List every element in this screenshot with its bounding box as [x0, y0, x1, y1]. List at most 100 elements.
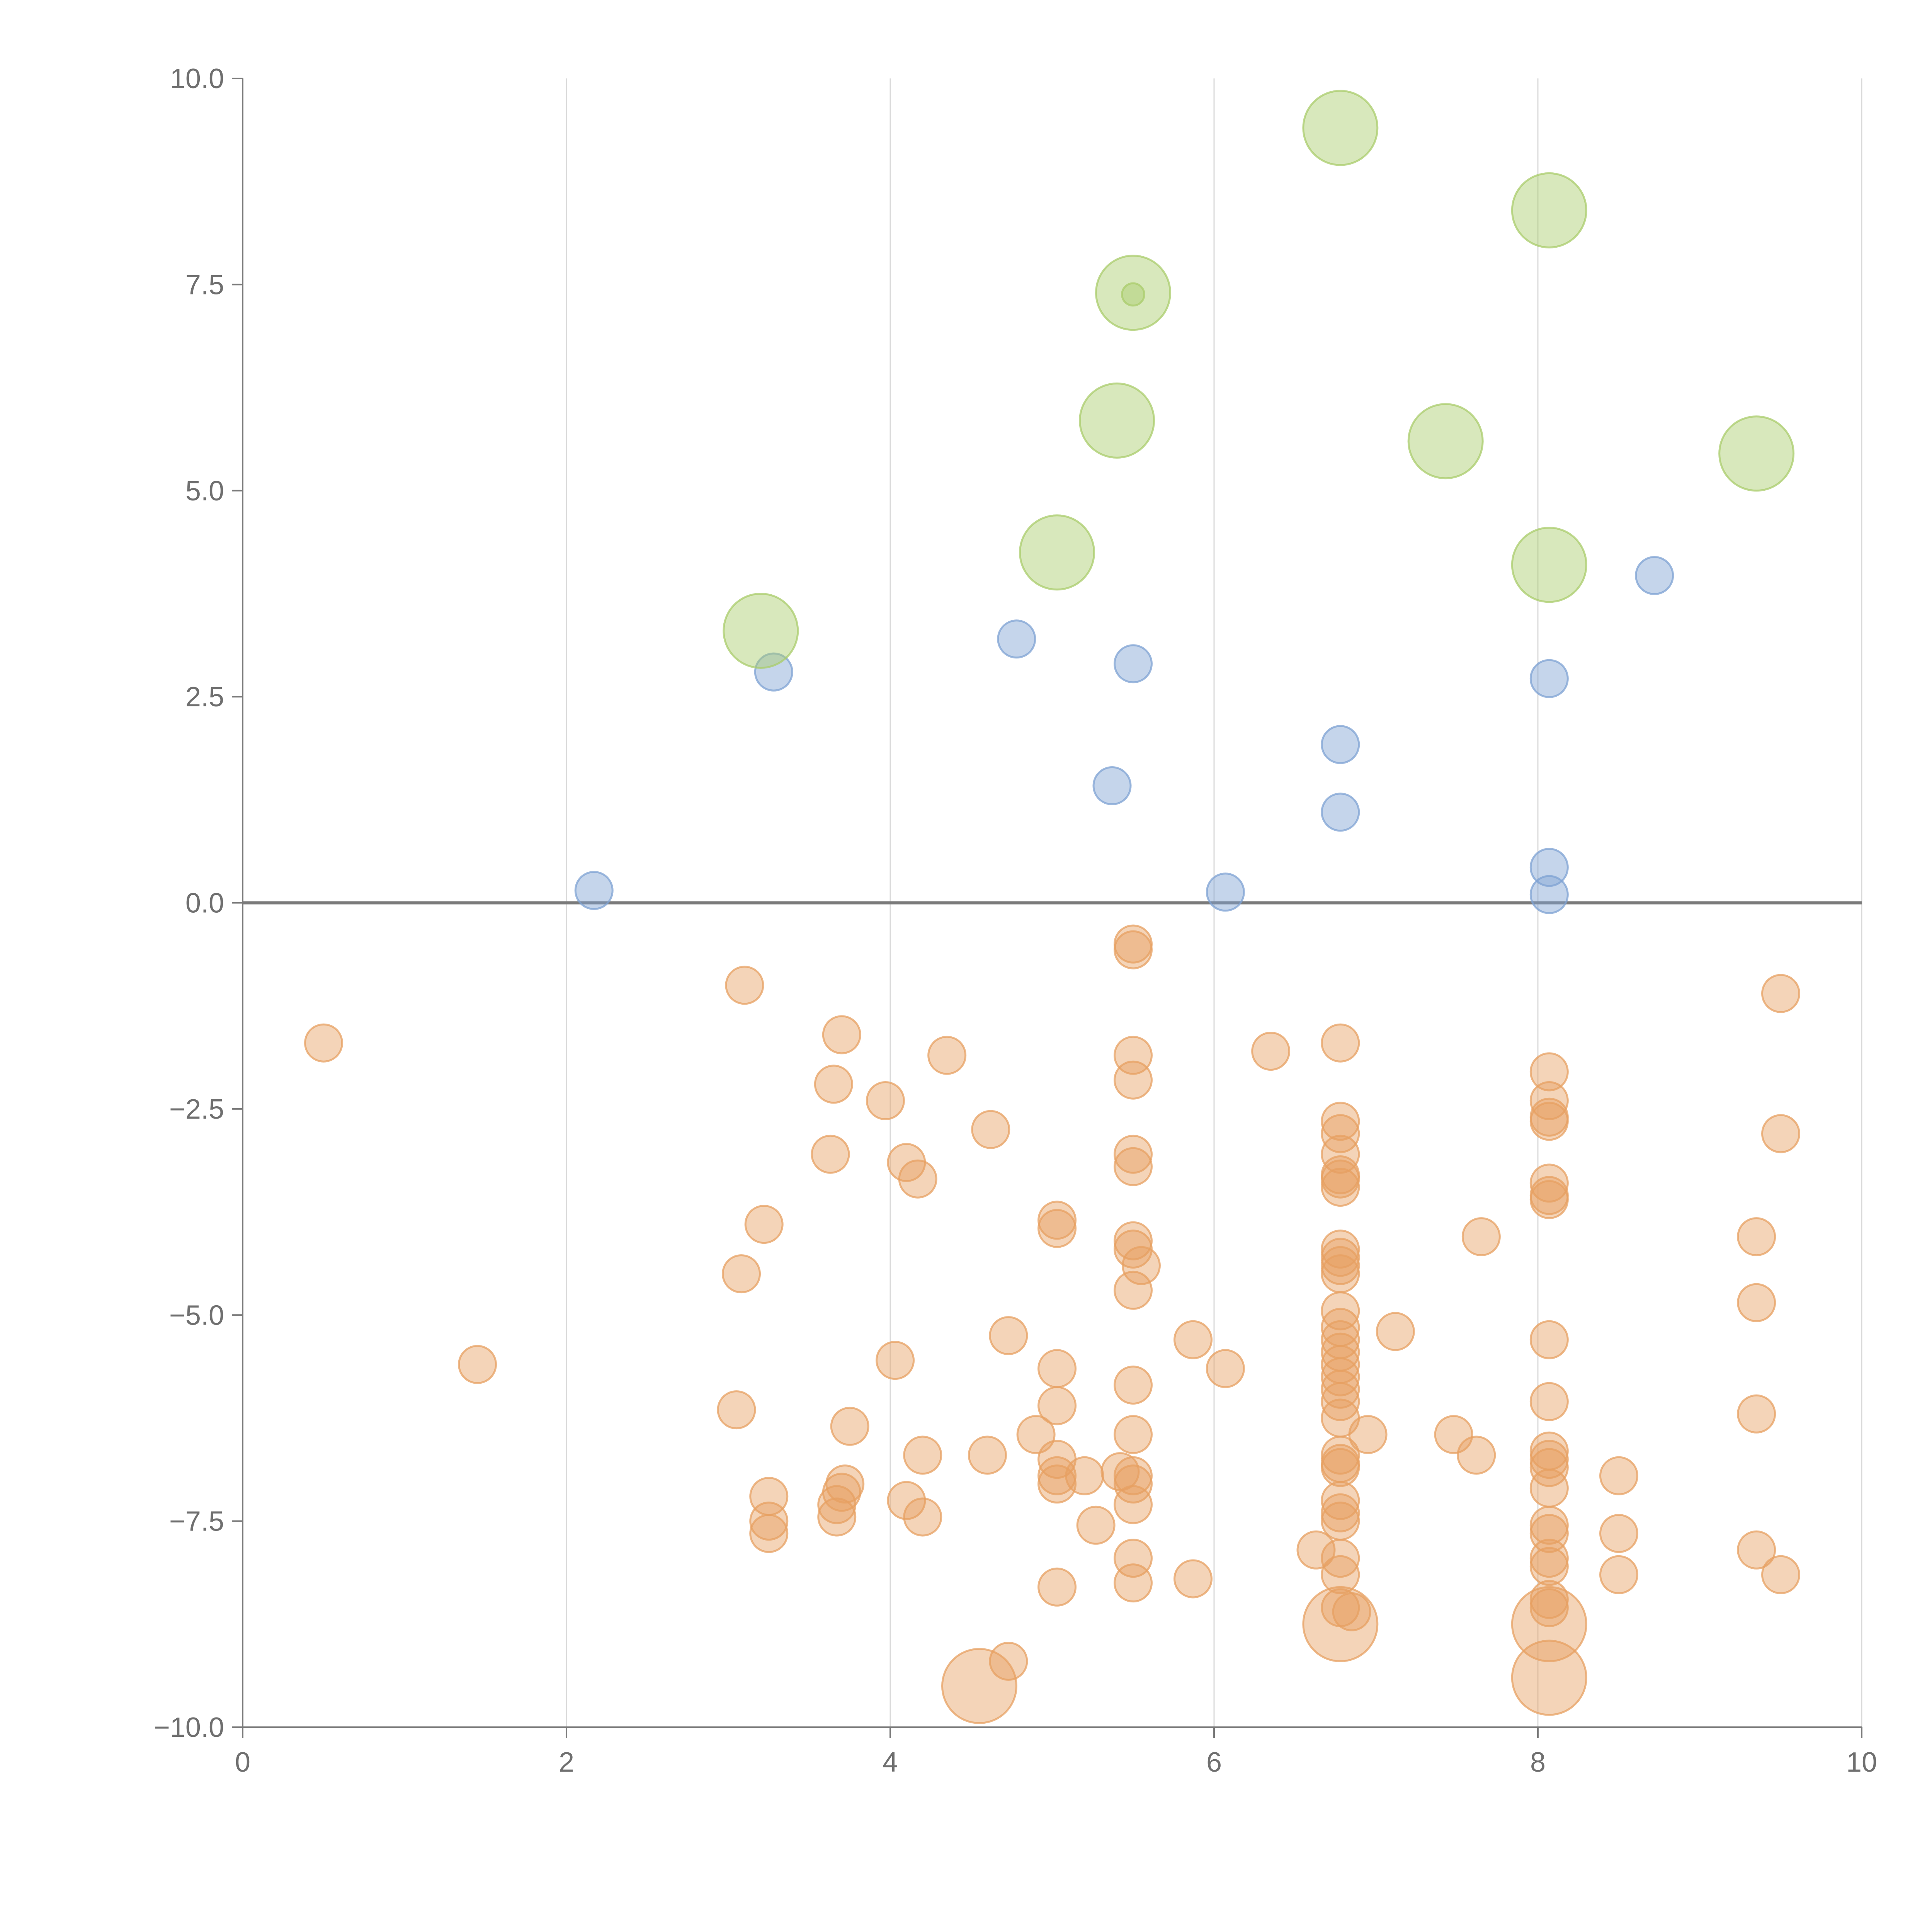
data-point-negative	[1321, 1493, 1360, 1532]
data-point-negative	[1037, 1386, 1077, 1425]
data-point-negative	[1321, 1382, 1360, 1421]
y-tick-label: 10.0	[170, 63, 224, 94]
data-point-negative	[1321, 1539, 1360, 1578]
data-point-positive	[1321, 725, 1360, 764]
data-point-negative	[1348, 1415, 1388, 1454]
data-point-negative	[1376, 1312, 1415, 1351]
x-tick-label: 10	[1846, 1747, 1877, 1778]
data-point-highlight	[1019, 514, 1095, 591]
data-point-negative	[749, 1502, 789, 1541]
points-layer	[304, 90, 1800, 1724]
data-point-negative	[1761, 1555, 1800, 1594]
data-point-negative	[1114, 1563, 1153, 1603]
data-point-negative	[458, 1345, 497, 1384]
data-point-negative	[1114, 930, 1153, 969]
data-point-negative	[1529, 1102, 1569, 1141]
data-point-negative	[1321, 1435, 1360, 1475]
data-point-negative	[1321, 1291, 1360, 1331]
data-point-negative	[1599, 1555, 1638, 1594]
data-point-negative	[1529, 1580, 1569, 1619]
data-point-negative	[1529, 1052, 1569, 1092]
data-point-negative	[1037, 1456, 1077, 1495]
data-point-positive	[1529, 875, 1569, 914]
data-point-negative-large	[1511, 1639, 1587, 1716]
data-point-negative	[1037, 1209, 1077, 1248]
data-point-negative	[1737, 1217, 1776, 1257]
data-point-negative	[898, 1159, 937, 1199]
data-point-negative	[1457, 1435, 1496, 1475]
data-point-highlight	[1407, 403, 1484, 480]
data-point-negative	[1321, 1254, 1360, 1294]
data-point-negative	[1321, 1448, 1360, 1487]
data-point-negative	[1761, 1114, 1800, 1153]
data-point-negative	[971, 1110, 1010, 1149]
data-point-negative	[1332, 1592, 1371, 1631]
data-point-negative	[1529, 1588, 1569, 1628]
data-point-negative	[1065, 1456, 1104, 1495]
data-point-negative	[1737, 1283, 1776, 1322]
data-point-negative-large	[1511, 1586, 1587, 1662]
data-point-negative	[876, 1341, 915, 1380]
data-point-positive	[1529, 659, 1569, 698]
y-tick-label: 5.0	[185, 476, 224, 507]
data-point-negative	[927, 1036, 967, 1075]
data-point-negative	[1206, 1349, 1245, 1388]
data-point-negative	[1737, 1394, 1776, 1434]
data-point-negative	[1321, 1114, 1360, 1153]
data-point-negative	[989, 1641, 1028, 1681]
data-point-highlight	[1718, 415, 1795, 492]
data-point-negative	[1737, 1530, 1776, 1570]
data-point-negative	[722, 1254, 761, 1294]
data-point-negative	[1529, 1163, 1569, 1203]
data-point-highlight	[1095, 255, 1171, 331]
data-point-negative	[1434, 1415, 1473, 1454]
data-point-negative	[903, 1435, 942, 1475]
data-point-negative	[825, 1464, 865, 1504]
data-point-negative	[1114, 1485, 1153, 1524]
data-point-positive	[1635, 556, 1674, 595]
data-point-highlight	[1511, 172, 1587, 248]
data-point-negative	[1037, 1201, 1077, 1240]
data-point-negative	[1037, 1349, 1077, 1388]
data-point-negative	[1251, 1032, 1291, 1071]
data-point-negative	[1114, 1147, 1153, 1186]
data-point-negative	[1529, 1081, 1569, 1121]
data-point-negative	[1321, 1502, 1360, 1541]
data-point-negative	[830, 1406, 869, 1446]
data-point-negative	[811, 1134, 850, 1174]
data-point-negative	[749, 1514, 789, 1553]
data-point-negative	[968, 1435, 1007, 1475]
data-point-positive	[997, 619, 1036, 659]
data-point-negative	[1173, 1320, 1213, 1359]
data-point-positive	[1092, 766, 1132, 806]
data-point-positive	[1321, 793, 1360, 832]
data-point-negative	[1529, 1448, 1569, 1487]
data-point-negative	[1321, 1159, 1360, 1199]
data-point-negative	[903, 1497, 942, 1537]
data-point-negative	[1114, 1366, 1153, 1405]
data-point-positive	[574, 871, 614, 910]
data-point-negative	[1296, 1530, 1336, 1570]
data-point-negative	[725, 966, 764, 1005]
data-point-negative	[1761, 974, 1800, 1013]
x-tick-label: 8	[1530, 1747, 1546, 1778]
data-point-negative	[1114, 1464, 1153, 1504]
data-point-negative	[814, 1065, 853, 1104]
data-point-negative	[1599, 1456, 1638, 1495]
data-point-negative	[1321, 1238, 1360, 1277]
data-point-positive	[1206, 872, 1245, 912]
data-point-negative-large	[941, 1648, 1017, 1724]
x-tick-label: 6	[1206, 1747, 1222, 1778]
data-point-negative	[1321, 1246, 1360, 1285]
data-point-negative	[1114, 1134, 1153, 1174]
data-point-negative	[1114, 1456, 1153, 1495]
data-point-highlight	[723, 592, 799, 669]
data-point-negative	[1529, 1547, 1569, 1586]
data-point-positive	[754, 652, 793, 692]
data-point-negative	[1121, 1246, 1161, 1285]
data-point-negative	[1114, 1060, 1153, 1100]
data-point-negative	[717, 1390, 756, 1430]
data-point-negative	[1529, 1382, 1569, 1421]
